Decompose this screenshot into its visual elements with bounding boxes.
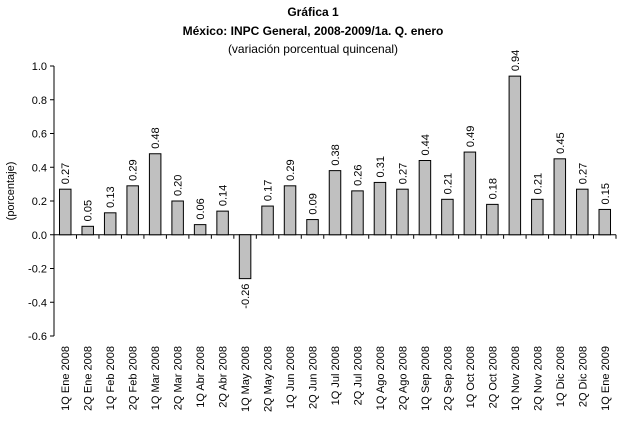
x-tick-label: 1Q Jul 2008	[330, 346, 342, 405]
x-tick-label: 2Q Sep 2008	[442, 346, 454, 411]
x-tick-label: 2Q Oct 2008	[487, 346, 499, 408]
data-label: 0.94	[510, 50, 522, 71]
data-label: 0.26	[352, 164, 364, 185]
bar	[193, 224, 207, 236]
data-label: 0.09	[308, 193, 320, 214]
bar	[418, 160, 432, 236]
data-label: 0.27	[397, 163, 409, 184]
bar	[373, 181, 387, 236]
x-tick-label: 2Q May 2008	[263, 346, 275, 412]
bar	[396, 188, 409, 236]
x-tick-label: 2Q Mar 2008	[173, 346, 185, 410]
chart-note: (variación porcentual quincenal)	[227, 42, 399, 56]
x-tick-label: 1Q Feb 2008	[105, 346, 117, 410]
x-tick-label: 1Q Ene 2008	[60, 346, 72, 411]
y-tick-label: -0.6	[28, 331, 47, 343]
y-tick-label: 0.4	[32, 162, 47, 174]
bar	[328, 170, 342, 236]
data-label: 0.15	[600, 183, 612, 204]
bar	[553, 158, 567, 236]
bar	[216, 210, 229, 236]
x-tick-label: 2Q Dic 2008	[577, 346, 589, 407]
x-tick-label: 2Q Feb 2008	[128, 346, 140, 410]
data-label: 0.44	[420, 134, 432, 155]
data-label: 0.21	[442, 173, 454, 194]
data-label: 0.27	[577, 163, 589, 184]
bar	[238, 234, 252, 280]
bar	[126, 185, 139, 236]
x-tick-label: 2Q Abr 2008	[218, 346, 230, 408]
data-label: 0.17	[263, 180, 275, 201]
data-label: 0.05	[83, 200, 95, 221]
data-label: 0.29	[285, 159, 297, 180]
x-tick-label: 1Q Ene 2009	[600, 346, 612, 411]
y-tick-label: 0.6	[32, 129, 47, 141]
y-axis-label: (porcentaje)	[5, 162, 17, 221]
chart-title: Gráfica 1	[287, 5, 339, 19]
data-label: 0.14	[218, 185, 230, 206]
x-tick-label: 1Q May 2008	[240, 346, 252, 412]
x-tick-label: 2Q Nov 2008	[532, 346, 544, 411]
data-label: 0.49	[465, 126, 477, 147]
data-label: 0.27	[60, 163, 72, 184]
x-tick-label: 1Q Jun 2008	[285, 346, 297, 409]
y-tick-label: 0.2	[32, 196, 47, 208]
bar	[576, 188, 589, 236]
bar	[306, 219, 319, 236]
x-tick-label: 1Q Ago 2008	[375, 346, 387, 410]
x-tick-label: 2Q Jun 2008	[308, 346, 320, 409]
bar	[463, 151, 477, 236]
bar	[598, 208, 612, 236]
data-label: 0.21	[532, 173, 544, 194]
bar	[261, 205, 274, 236]
bar	[508, 75, 522, 236]
x-tick-label: 1Q Oct 2008	[465, 346, 477, 408]
bar	[81, 225, 94, 236]
bar	[171, 200, 184, 236]
data-label: 0.18	[487, 178, 499, 199]
y-tick-label: 0.0	[32, 230, 47, 242]
x-tick-label: 2Q Ene 2008	[83, 346, 95, 411]
chart-subtitle: México: INPC General, 2008-2009/1a. Q. e…	[182, 24, 444, 38]
y-tick-label: 1.0	[32, 61, 47, 73]
bar	[351, 190, 364, 236]
y-tick-label: -0.4	[28, 297, 47, 309]
bar	[486, 203, 499, 236]
x-tick-label: 1Q Abr 2008	[195, 346, 207, 408]
x-tick-label: 2Q Ago 2008	[397, 346, 409, 410]
x-tick-label: 1Q Mar 2008	[150, 346, 162, 410]
bar	[531, 198, 544, 236]
bar	[441, 198, 454, 236]
data-label: 0.29	[128, 159, 140, 180]
y-tick-label: -0.2	[28, 264, 47, 276]
data-label: 0.31	[375, 156, 387, 177]
bar	[103, 212, 117, 236]
bar	[283, 185, 297, 236]
data-label: 0.45	[555, 132, 567, 153]
data-label: 0.20	[173, 175, 185, 196]
data-label: 0.06	[195, 198, 207, 219]
x-tick-label: 1Q Dic 2008	[555, 346, 567, 407]
data-label: -0.26	[240, 284, 252, 309]
x-tick-label: 1Q Sep 2008	[420, 346, 432, 411]
y-tick-label: 0.8	[32, 95, 47, 107]
data-label: 0.48	[150, 127, 162, 148]
bar	[58, 188, 72, 236]
x-tick-label: 1Q Nov 2008	[510, 346, 522, 411]
bar	[148, 153, 162, 236]
data-label: 0.13	[105, 186, 117, 207]
x-tick-label: 2Q Jul 2008	[352, 346, 364, 405]
data-label: 0.38	[330, 144, 342, 165]
